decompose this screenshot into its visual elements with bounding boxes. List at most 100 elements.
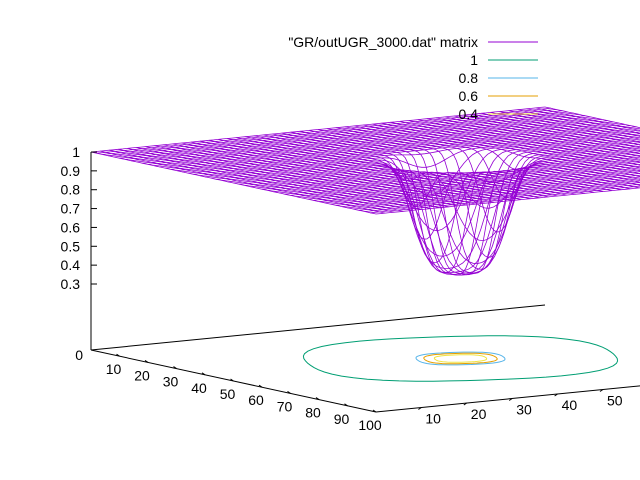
surface-line-y	[181, 142, 467, 206]
y-tick-label: 40	[562, 397, 578, 413]
x-tick-label: 50	[220, 386, 236, 402]
x-tick-label: 80	[305, 405, 321, 421]
surface-line-y	[445, 116, 640, 160]
surface-line-y	[544, 106, 640, 129]
legend-label: 0.4	[459, 106, 479, 122]
surface-line-y	[472, 113, 640, 152]
y-tick-label: 50	[607, 393, 623, 409]
surface-line-y	[435, 117, 640, 163]
z-base-label: 0	[75, 347, 83, 363]
x-tick-mark	[258, 384, 263, 388]
contour-line	[423, 352, 498, 365]
surface-line-y	[299, 130, 585, 274]
y-tick-mark	[463, 402, 468, 406]
surface-mesh	[90, 106, 640, 276]
surface-line-y	[272, 133, 558, 208]
z-tick-label: 0.9	[61, 163, 81, 179]
surface-line-y	[463, 114, 640, 154]
y-tick-label: 10	[425, 411, 441, 427]
surface-line-y	[154, 145, 440, 209]
legend-label: 0.8	[459, 70, 479, 86]
surface-line-y	[163, 144, 449, 208]
surface-line-y	[417, 119, 640, 169]
surface-line-y	[499, 111, 640, 143]
surface-line-y	[218, 139, 504, 202]
surface-line-y	[517, 109, 640, 137]
surface-line-y	[490, 112, 640, 146]
y-tick-mark	[599, 389, 604, 392]
x-tick-mark	[315, 397, 320, 401]
z-tick-label: 0.4	[61, 257, 81, 273]
x-tick-label: 60	[248, 392, 264, 408]
y-tick-mark	[508, 398, 513, 401]
x-tick-label: 70	[277, 398, 293, 414]
surface-line-y	[354, 125, 640, 233]
x-tick-label: 30	[163, 374, 179, 390]
surface-line-y	[227, 138, 513, 201]
x-tick-mark	[144, 359, 149, 363]
surface-line-y	[172, 143, 458, 207]
back-edge-line	[90, 304, 546, 351]
surface-line-y	[336, 127, 622, 270]
z-tick-label: 0.7	[61, 201, 81, 217]
surface-line-y	[508, 110, 640, 140]
surface-line-y	[454, 115, 640, 157]
base-contours	[302, 335, 619, 382]
x-tick-mark	[344, 403, 348, 407]
x-tick-mark	[230, 378, 234, 382]
surface-line-y	[236, 137, 522, 200]
surface-line-y	[526, 108, 640, 134]
x-tick-label: 90	[334, 411, 350, 427]
z-tick-label: 0.5	[61, 238, 81, 254]
x-tick-mark	[173, 366, 177, 370]
x-tick-mark	[116, 353, 120, 357]
z-axis: 0.3 0.4 0.5 0.6 0.7 0.8 0.9 1	[61, 144, 97, 350]
z-tick-label: 1	[72, 144, 80, 160]
surface-line-y	[109, 149, 395, 213]
surface-line-y	[136, 147, 422, 210]
contour-line	[302, 335, 619, 382]
surface-line-y	[90, 151, 377, 215]
base-axes: 1020304050607080901001020304050607080901…	[75, 304, 640, 433]
x-tick-mark	[201, 372, 206, 376]
y-tick-mark	[554, 393, 558, 397]
surface-line-y	[327, 128, 613, 274]
y-tick-label: 30	[516, 402, 532, 418]
contour-line	[433, 354, 488, 363]
legend-label: 0.6	[459, 88, 479, 104]
surface-line-y	[290, 131, 576, 264]
surface-line-y	[426, 118, 640, 166]
surface-line-y	[481, 112, 640, 149]
y-tick-label: 20	[471, 406, 487, 422]
surface-line-y	[245, 136, 531, 200]
legend-label: 1	[470, 52, 478, 68]
z-tick-label: 0.3	[61, 276, 81, 292]
surface-line-y	[372, 123, 640, 183]
legend-label: "GR/outUGR_3000.dat" matrix	[288, 34, 478, 50]
surface-line-y	[100, 150, 386, 214]
x-tick-label: 20	[134, 367, 150, 383]
surface-line-y	[345, 126, 631, 258]
x-tick-mark	[287, 390, 291, 394]
surface-line-y	[363, 124, 640, 199]
legend: "GR/outUGR_3000.dat" matrix 1 0.8 0.6 0.4	[288, 34, 538, 122]
z-tick-label: 0.8	[61, 182, 81, 198]
surface-line-y	[199, 140, 486, 204]
contour-line	[415, 351, 506, 366]
surface-line-y	[399, 121, 640, 175]
x-tick-label: 10	[106, 361, 122, 377]
y-tick-mark	[418, 407, 422, 410]
surface-line-y	[308, 130, 594, 276]
x-tick-label: 100	[358, 417, 382, 433]
surface-line-y	[118, 148, 404, 212]
surface-line-y	[535, 107, 640, 131]
x-tick-label: 40	[191, 380, 207, 396]
surface-line-y	[390, 121, 640, 177]
surface-line-y	[317, 129, 604, 276]
y-axis-line	[375, 385, 640, 413]
surface-line-y	[145, 146, 431, 209]
surface-line-y	[127, 148, 413, 211]
surface-line-y	[408, 120, 640, 172]
x-tick-mark	[372, 409, 377, 413]
